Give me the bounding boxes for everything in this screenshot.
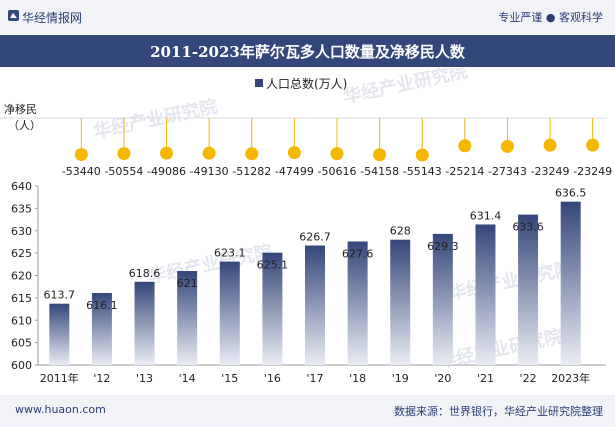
x-tick-label: 2023年: [551, 371, 590, 385]
bar-value-label: 621: [177, 277, 198, 290]
migration-dot: [330, 147, 344, 161]
bar-value-label: 613.7: [44, 289, 76, 302]
migration-dot: [458, 139, 472, 153]
watermark-text: 华经产业研究院: [146, 240, 274, 288]
bar-value-label: 629.3: [427, 240, 459, 253]
migration-value-label: -49130: [190, 165, 229, 178]
bar: [390, 239, 411, 365]
watermark-text: 华经产业研究院: [436, 325, 564, 373]
watermark-text: 华经产业研究院: [91, 95, 219, 143]
bar: [49, 303, 70, 365]
x-tick-label: '18: [349, 372, 366, 385]
y-tick-label: 625: [11, 247, 32, 260]
bar-value-label: 631.4: [470, 209, 502, 222]
x-tick-label: '19: [392, 372, 409, 385]
migration-dot: [202, 146, 216, 160]
legend-swatch: [255, 79, 263, 87]
migration-value-label: -50616: [318, 165, 357, 178]
migration-label-line1: 净移民: [4, 102, 37, 116]
top-bar: 华经情报网 专业严谨 ● 客观科学: [0, 0, 615, 34]
migration-value-label: -49086: [147, 165, 186, 178]
migration-dot: [586, 138, 600, 152]
bar-value-label: 616.1: [86, 299, 118, 312]
y-tick-label: 620: [11, 270, 32, 283]
x-tick-label: '16: [264, 372, 281, 385]
migration-value-label: -50554: [104, 165, 143, 178]
x-tick-label: '22: [520, 372, 537, 385]
migration-label-line2: （人）: [8, 119, 41, 132]
migration-dot: [74, 147, 88, 161]
bar: [560, 201, 581, 365]
x-tick-label: '15: [221, 372, 238, 385]
bar: [91, 292, 112, 365]
legend-label: 人口总数(万人): [266, 76, 347, 91]
chart-title: 2011-2023年萨尔瓦多人口数量及净移民人数: [150, 43, 465, 61]
footer: www.huaon.com 数据来源：世界银行，华经产业研究院整理: [0, 395, 615, 427]
bar: [518, 214, 539, 365]
y-tick-label: 635: [11, 202, 32, 215]
y-tick-label: 605: [11, 337, 32, 350]
migration-dot: [500, 139, 514, 153]
bar-value-label: 623.1: [214, 247, 246, 260]
watermark-text: 华经产业研究院: [341, 68, 469, 108]
bar-value-label: 626.7: [299, 231, 331, 244]
migration-value-label: -27343: [488, 165, 527, 178]
watermark-text: 华经产业研究院: [446, 257, 574, 305]
migration-dot: [245, 147, 259, 161]
footer-source: 数据来源：世界银行，华经产业研究院整理: [394, 405, 603, 418]
bar-value-label: 628: [390, 225, 411, 238]
migration-dot: [117, 147, 131, 161]
bar: [475, 224, 496, 365]
y-tick-label: 630: [11, 225, 32, 238]
migration-value-label: -23249: [531, 165, 570, 178]
migration-dot: [543, 138, 557, 152]
migration-dot: [373, 148, 387, 162]
migration-value-label: -51282: [232, 165, 271, 178]
x-tick-label: '20: [434, 372, 451, 385]
x-tick-label: '14: [179, 372, 196, 385]
footer-url: www.huaon.com: [15, 403, 106, 416]
bar: [347, 241, 368, 365]
migration-value-label: -55143: [403, 165, 442, 178]
bar: [219, 261, 240, 365]
y-tick-label: 610: [11, 314, 32, 327]
logo-icon: [8, 10, 19, 21]
migration-value-label: -54158: [360, 165, 399, 178]
bar: [177, 271, 198, 365]
migration-dot: [287, 146, 301, 160]
title-bar: 2011-2023年萨尔瓦多人口数量及净移民人数: [0, 35, 615, 67]
bar: [262, 252, 283, 365]
bar-value-label: 625.1: [257, 259, 289, 272]
tagline: 专业严谨 ● 客观科学: [498, 11, 603, 24]
y-tick-label: 600: [11, 359, 32, 372]
bar: [305, 245, 325, 365]
bar-value-label: 618.6: [129, 267, 161, 280]
brand-name: 华经情报网: [22, 11, 83, 25]
y-tick-label: 640: [11, 180, 32, 193]
x-tick-label: '13: [136, 372, 153, 385]
migration-value-label: -23249: [573, 165, 612, 178]
migration-value-label: -25214: [445, 165, 484, 178]
bar-value-label: 633.6: [512, 221, 544, 234]
bar: [432, 233, 453, 365]
migration-value-label: -47499: [275, 165, 314, 178]
bar-value-label: 627.6: [342, 247, 374, 260]
migration-value-label: -53440: [62, 165, 101, 178]
x-tick-label: '17: [306, 372, 323, 385]
bar-value-label: 636.5: [555, 187, 587, 200]
y-tick-label: 615: [11, 292, 32, 305]
x-tick-label: '21: [477, 372, 494, 385]
x-tick-label: '12: [93, 372, 110, 385]
bar: [134, 281, 155, 365]
x-tick-label: 2011年: [40, 371, 79, 385]
migration-dot: [160, 146, 174, 160]
migration-dot: [415, 148, 429, 162]
